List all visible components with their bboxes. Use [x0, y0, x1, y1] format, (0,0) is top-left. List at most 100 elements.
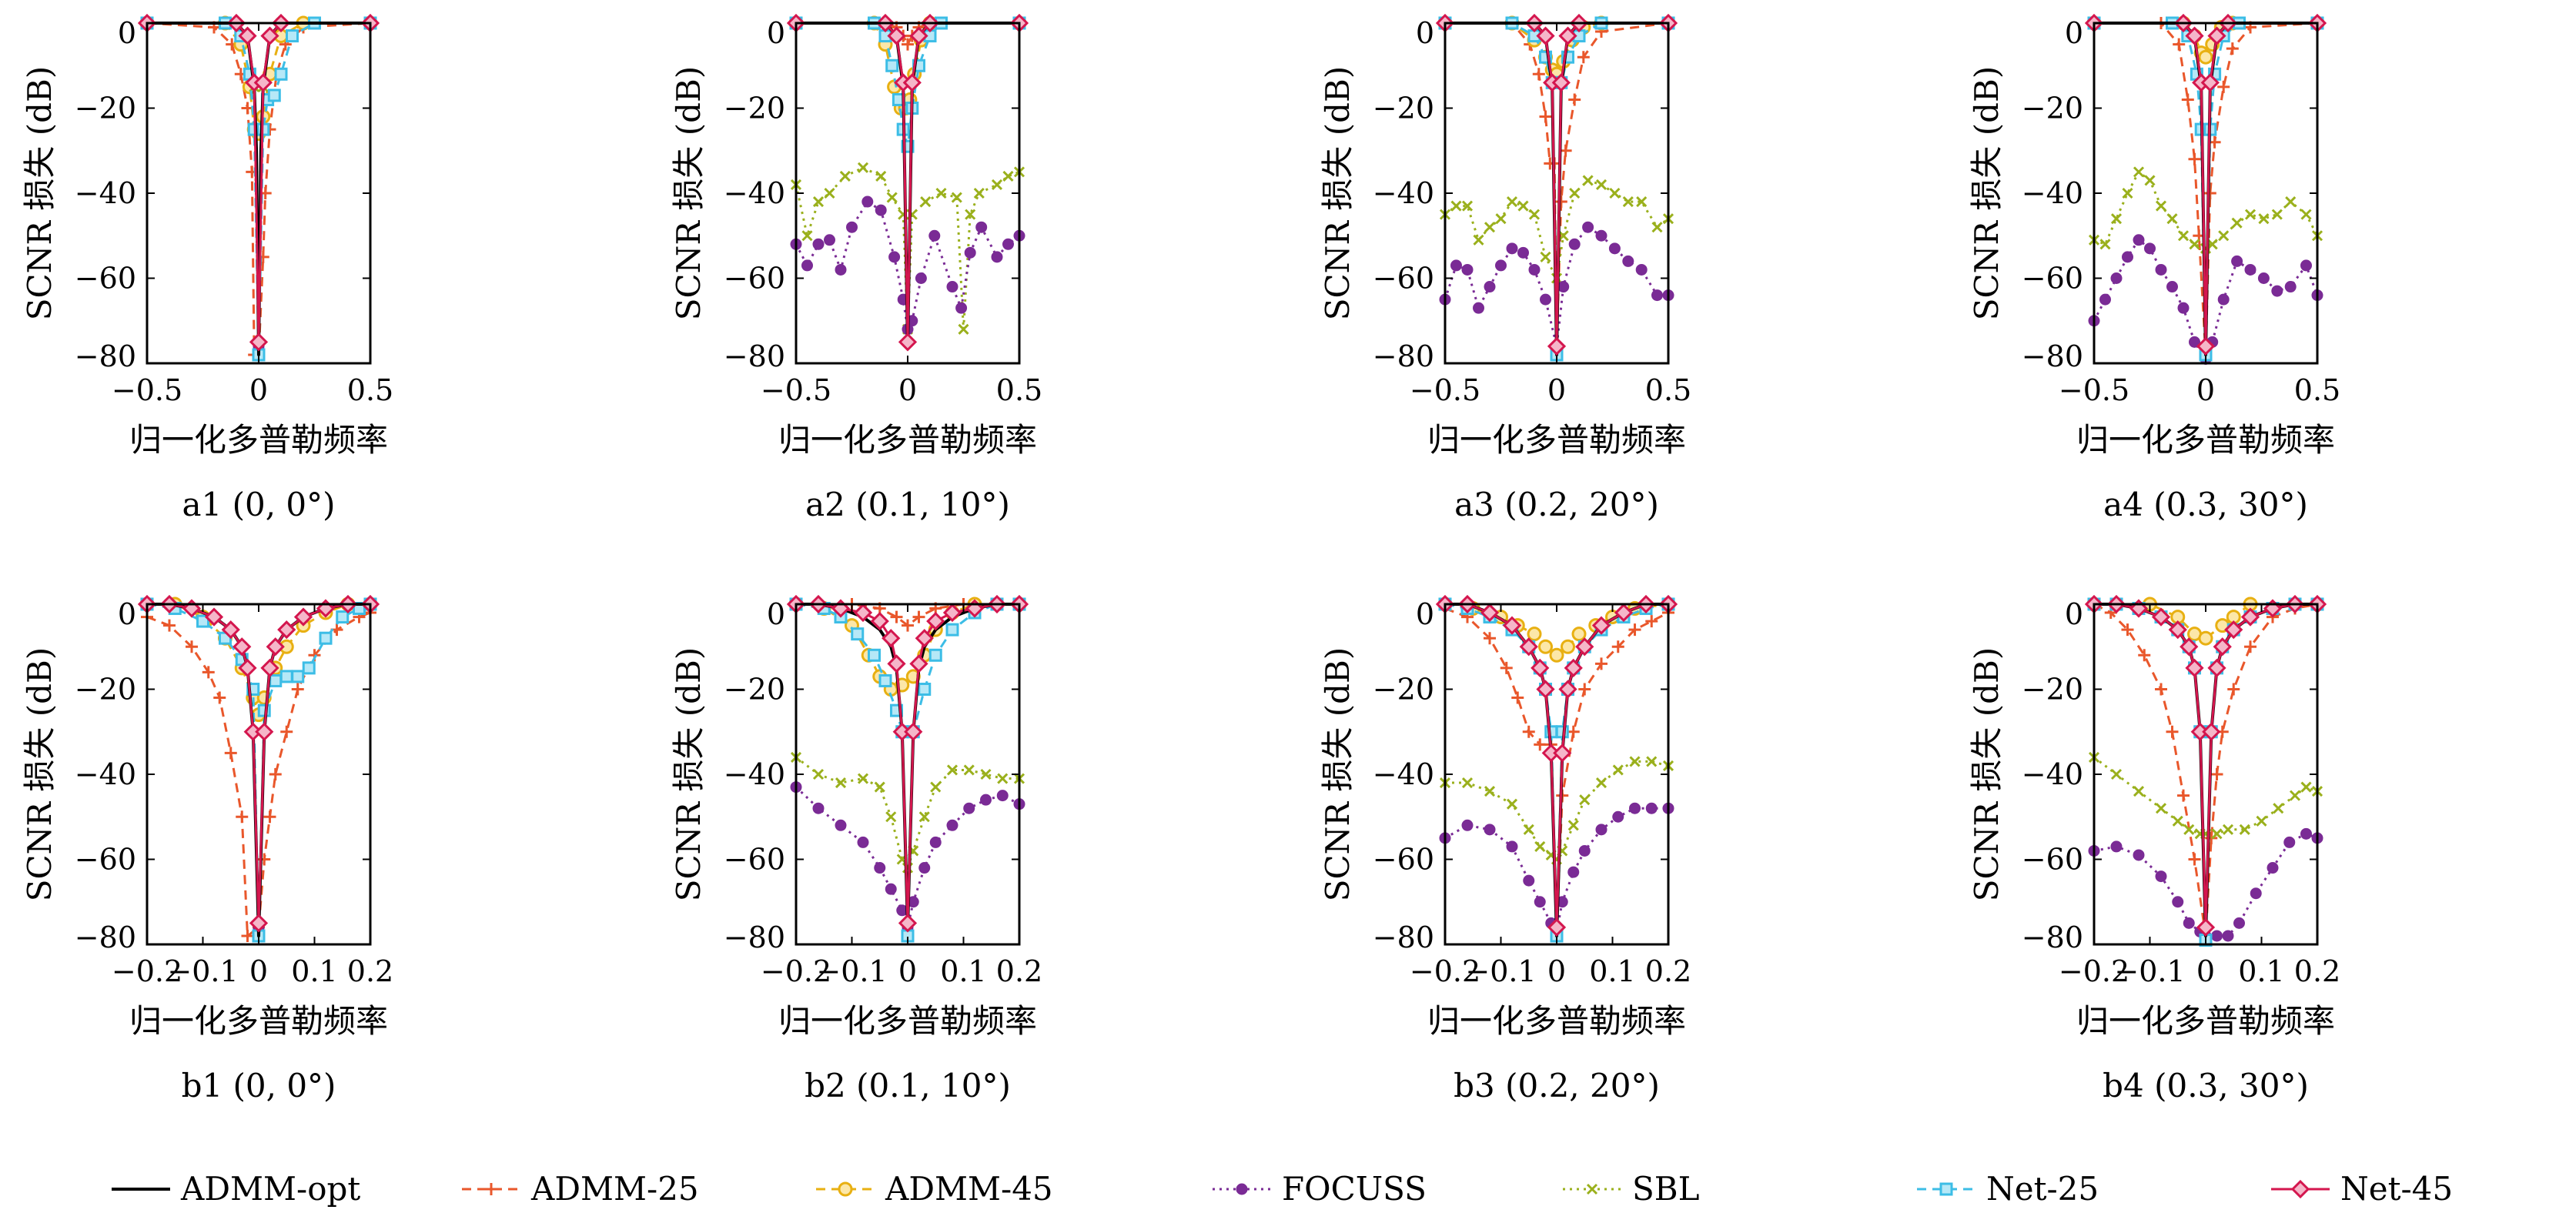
- data-point-sbl: [875, 170, 887, 182]
- data-point-admm-25: [1611, 640, 1624, 653]
- data-point-admm-25: [1628, 623, 1641, 637]
- data-point-net-45: [249, 332, 269, 352]
- legend-item-admm-45: ADMM-45: [816, 1170, 1053, 1208]
- data-point-focuss: [1651, 289, 1663, 302]
- data-point-sbl: [1484, 786, 1496, 797]
- x-tick-label: −0.5: [2059, 373, 2129, 407]
- x-axis-label: 归一化多普勒频率: [129, 421, 388, 459]
- data-point-sbl: [1567, 820, 1579, 831]
- x-axis-label: 归一化多普勒频率: [2076, 421, 2335, 459]
- data-point-focuss: [2172, 896, 2184, 908]
- y-axis-label: SCNR 损失 (dB): [21, 647, 59, 902]
- data-point-sbl: [886, 192, 898, 203]
- data-point-sbl: [935, 187, 947, 199]
- data-point-sbl: [920, 195, 932, 208]
- data-point-net-45: [1547, 917, 1567, 937]
- data-point-admm-25: [202, 666, 215, 679]
- x-tick-label: −0.5: [1410, 373, 1480, 407]
- data-point-net-45: [277, 620, 296, 640]
- y-tick-label: −40: [724, 176, 785, 210]
- data-point-focuss: [975, 221, 988, 233]
- data-point-admm-25: [2244, 640, 2257, 653]
- chart-panel: 0 −20 −40 −60 −80−0.2−0.1 0 0.1 0.2 归一化多普勒频率 SCNR…: [1319, 595, 1691, 1104]
- data-point-focuss: [1484, 824, 1496, 836]
- data-point-net-25: [291, 670, 305, 683]
- data-point-net-45: [898, 332, 918, 352]
- y-tick-label: 0: [118, 16, 136, 50]
- data-point-admm-45: [1561, 639, 1575, 654]
- data-point-focuss: [1517, 246, 1529, 259]
- data-point-focuss: [2183, 917, 2195, 929]
- data-point-admm-25: [1484, 632, 1496, 645]
- y-axis-label: SCNR 损失 (dB): [1319, 647, 1357, 902]
- data-point-net-25: [319, 631, 333, 645]
- data-point-focuss: [2122, 251, 2133, 263]
- data-point-net-45: [238, 658, 257, 677]
- legend-label: ADMM-45: [885, 1170, 1053, 1208]
- legend-item-admm-opt: ADMM-opt: [112, 1170, 360, 1208]
- data-point-focuss: [1595, 824, 1607, 836]
- data-point-focuss: [1595, 229, 1607, 242]
- data-point-admm-25: [1539, 110, 1552, 123]
- x-tick-label: 0.5: [2294, 373, 2340, 407]
- y-tick-label: −20: [724, 92, 785, 125]
- x-tick-label: −0.1: [2114, 954, 2185, 988]
- data-point-admm-25: [1532, 68, 1545, 81]
- data-point-admm-45: [2198, 49, 2213, 65]
- data-point-net-25: [945, 623, 959, 637]
- y-tick-label: −20: [2022, 92, 2083, 125]
- y-tick-label: −80: [2022, 339, 2083, 373]
- x-axis-label: 归一化多普勒频率: [778, 1002, 1037, 1040]
- x-tick-label: −0.1: [167, 954, 238, 988]
- y-tick-label: −40: [75, 757, 136, 791]
- x-tick-label: 0.5: [1645, 373, 1691, 407]
- data-point-admm-25: [2217, 80, 2230, 93]
- data-point-admm-25: [1500, 661, 1513, 674]
- data-point-net-25: [196, 614, 209, 628]
- y-tick-label: −60: [724, 843, 785, 877]
- data-point-net-45: [1591, 616, 1611, 635]
- data-point-focuss: [946, 281, 958, 293]
- data-point-sbl: [2285, 195, 2297, 208]
- data-point-net-25: [269, 673, 283, 687]
- chart-panel: 0 −20 −40 −60 −80−0.5 0 0.5 归一化多普勒频率 SCNR 损失 (dB…: [1968, 14, 2340, 523]
- data-point-sbl: [1540, 251, 1551, 262]
- legend-label: Net-45: [2340, 1170, 2453, 1208]
- data-point-focuss: [1540, 293, 1551, 306]
- data-point-focuss: [846, 221, 858, 233]
- data-point-net-25: [1555, 725, 1569, 739]
- data-point-sbl: [1557, 230, 1569, 242]
- y-tick-label: −20: [75, 92, 136, 125]
- y-tick-label: −60: [1373, 843, 1434, 877]
- data-point-focuss: [2133, 234, 2145, 246]
- data-point-focuss: [812, 802, 825, 814]
- data-point-admm-25: [2155, 683, 2167, 696]
- data-point-admm-25: [2226, 42, 2239, 55]
- x-tick-label: 0.2: [1645, 954, 1691, 988]
- data-point-net-45: [2180, 637, 2199, 657]
- x-tick-label: −0.2: [761, 954, 831, 988]
- chart-panel: 0 −20 −40 −60 −80−0.5 0 0.5 归一化多普勒频率 SCNR 损失 (dB…: [21, 14, 393, 523]
- data-point-admm-25: [1578, 683, 1591, 696]
- data-point-admm-25: [2203, 187, 2216, 199]
- data-point-admm-25: [2210, 768, 2223, 780]
- data-point-net-45: [1558, 680, 1577, 699]
- y-tick-label: 0: [767, 16, 785, 50]
- x-tick-label: 0: [898, 373, 917, 407]
- legend-item-net-25: Net-25: [1917, 1170, 2099, 1208]
- data-point-net-45: [1502, 616, 1522, 635]
- data-point-net-45: [2151, 607, 2171, 627]
- data-point-sbl: [1450, 200, 1462, 212]
- data-point-sbl: [1506, 195, 1518, 208]
- x-tick-label: 0.1: [2238, 954, 2284, 988]
- data-point-focuss: [1473, 302, 1484, 314]
- y-tick-label: −20: [1373, 673, 1434, 707]
- data-point-focuss: [1629, 802, 1641, 814]
- data-point-focuss: [1578, 844, 1591, 857]
- x-axis-label: 归一化多普勒频率: [2076, 1002, 2335, 1040]
- y-axis-label: SCNR 损失 (dB): [1968, 647, 2006, 902]
- data-point-net-45: [1519, 637, 1538, 657]
- data-point-focuss: [918, 862, 931, 874]
- y-tick-label: −20: [75, 673, 136, 707]
